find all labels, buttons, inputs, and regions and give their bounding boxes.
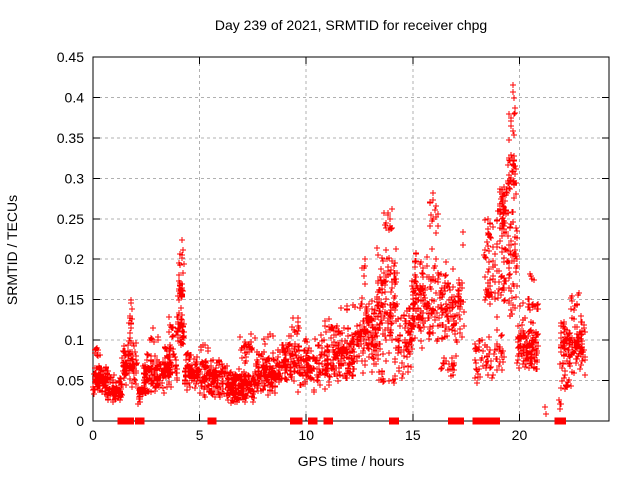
baseline-square-run (454, 417, 464, 425)
baseline-square-run (207, 417, 217, 425)
y-tick-label: 0.35 (57, 130, 84, 146)
y-tick-label: 0.45 (57, 49, 84, 65)
tick-labels: 0 5 10 15 20 0 0.05 0.1 0.15 0.2 0.25 0.3 0.35 0.4 0.4… (57, 49, 528, 443)
x-tick-label: 5 (196, 427, 204, 443)
x-tick-label: 15 (405, 427, 421, 443)
baseline-square-run (448, 417, 459, 425)
scatter-points (90, 82, 588, 417)
y-tick-label: 0.2 (65, 251, 85, 267)
x-tick-label: 20 (512, 427, 528, 443)
x-axis-label: GPS time / hours (298, 453, 405, 469)
y-tick-label: 0.25 (57, 211, 84, 227)
y-tick-label: 0.3 (65, 170, 85, 186)
baseline-square-run (388, 417, 399, 425)
x-tick-label: 0 (89, 427, 97, 443)
baseline-square-run (307, 417, 318, 425)
x-tick-label: 10 (298, 427, 314, 443)
scatter-plus-markers (90, 82, 588, 417)
baseline-square-run (290, 417, 303, 425)
chart-title: Day 239 of 2021, SRMTID for receiver chp… (215, 17, 487, 33)
plot-border (92, 56, 610, 422)
baseline-square-markers (117, 417, 567, 425)
baseline-square-run (554, 417, 567, 425)
baseline-square-run (472, 417, 482, 425)
y-tick-label: 0.05 (57, 373, 84, 389)
baseline-square-run (323, 417, 334, 425)
y-tick-label: 0 (76, 413, 84, 429)
baseline-square-run (478, 417, 501, 425)
baseline-square-run (117, 417, 134, 425)
baseline-square-run (134, 417, 145, 425)
y-tick-label: 0.1 (65, 332, 85, 348)
y-tick-label: 0.4 (65, 89, 85, 105)
y-tick-label: 0.15 (57, 292, 84, 308)
y-axis-label: SRMTID / TECUs (4, 195, 20, 305)
